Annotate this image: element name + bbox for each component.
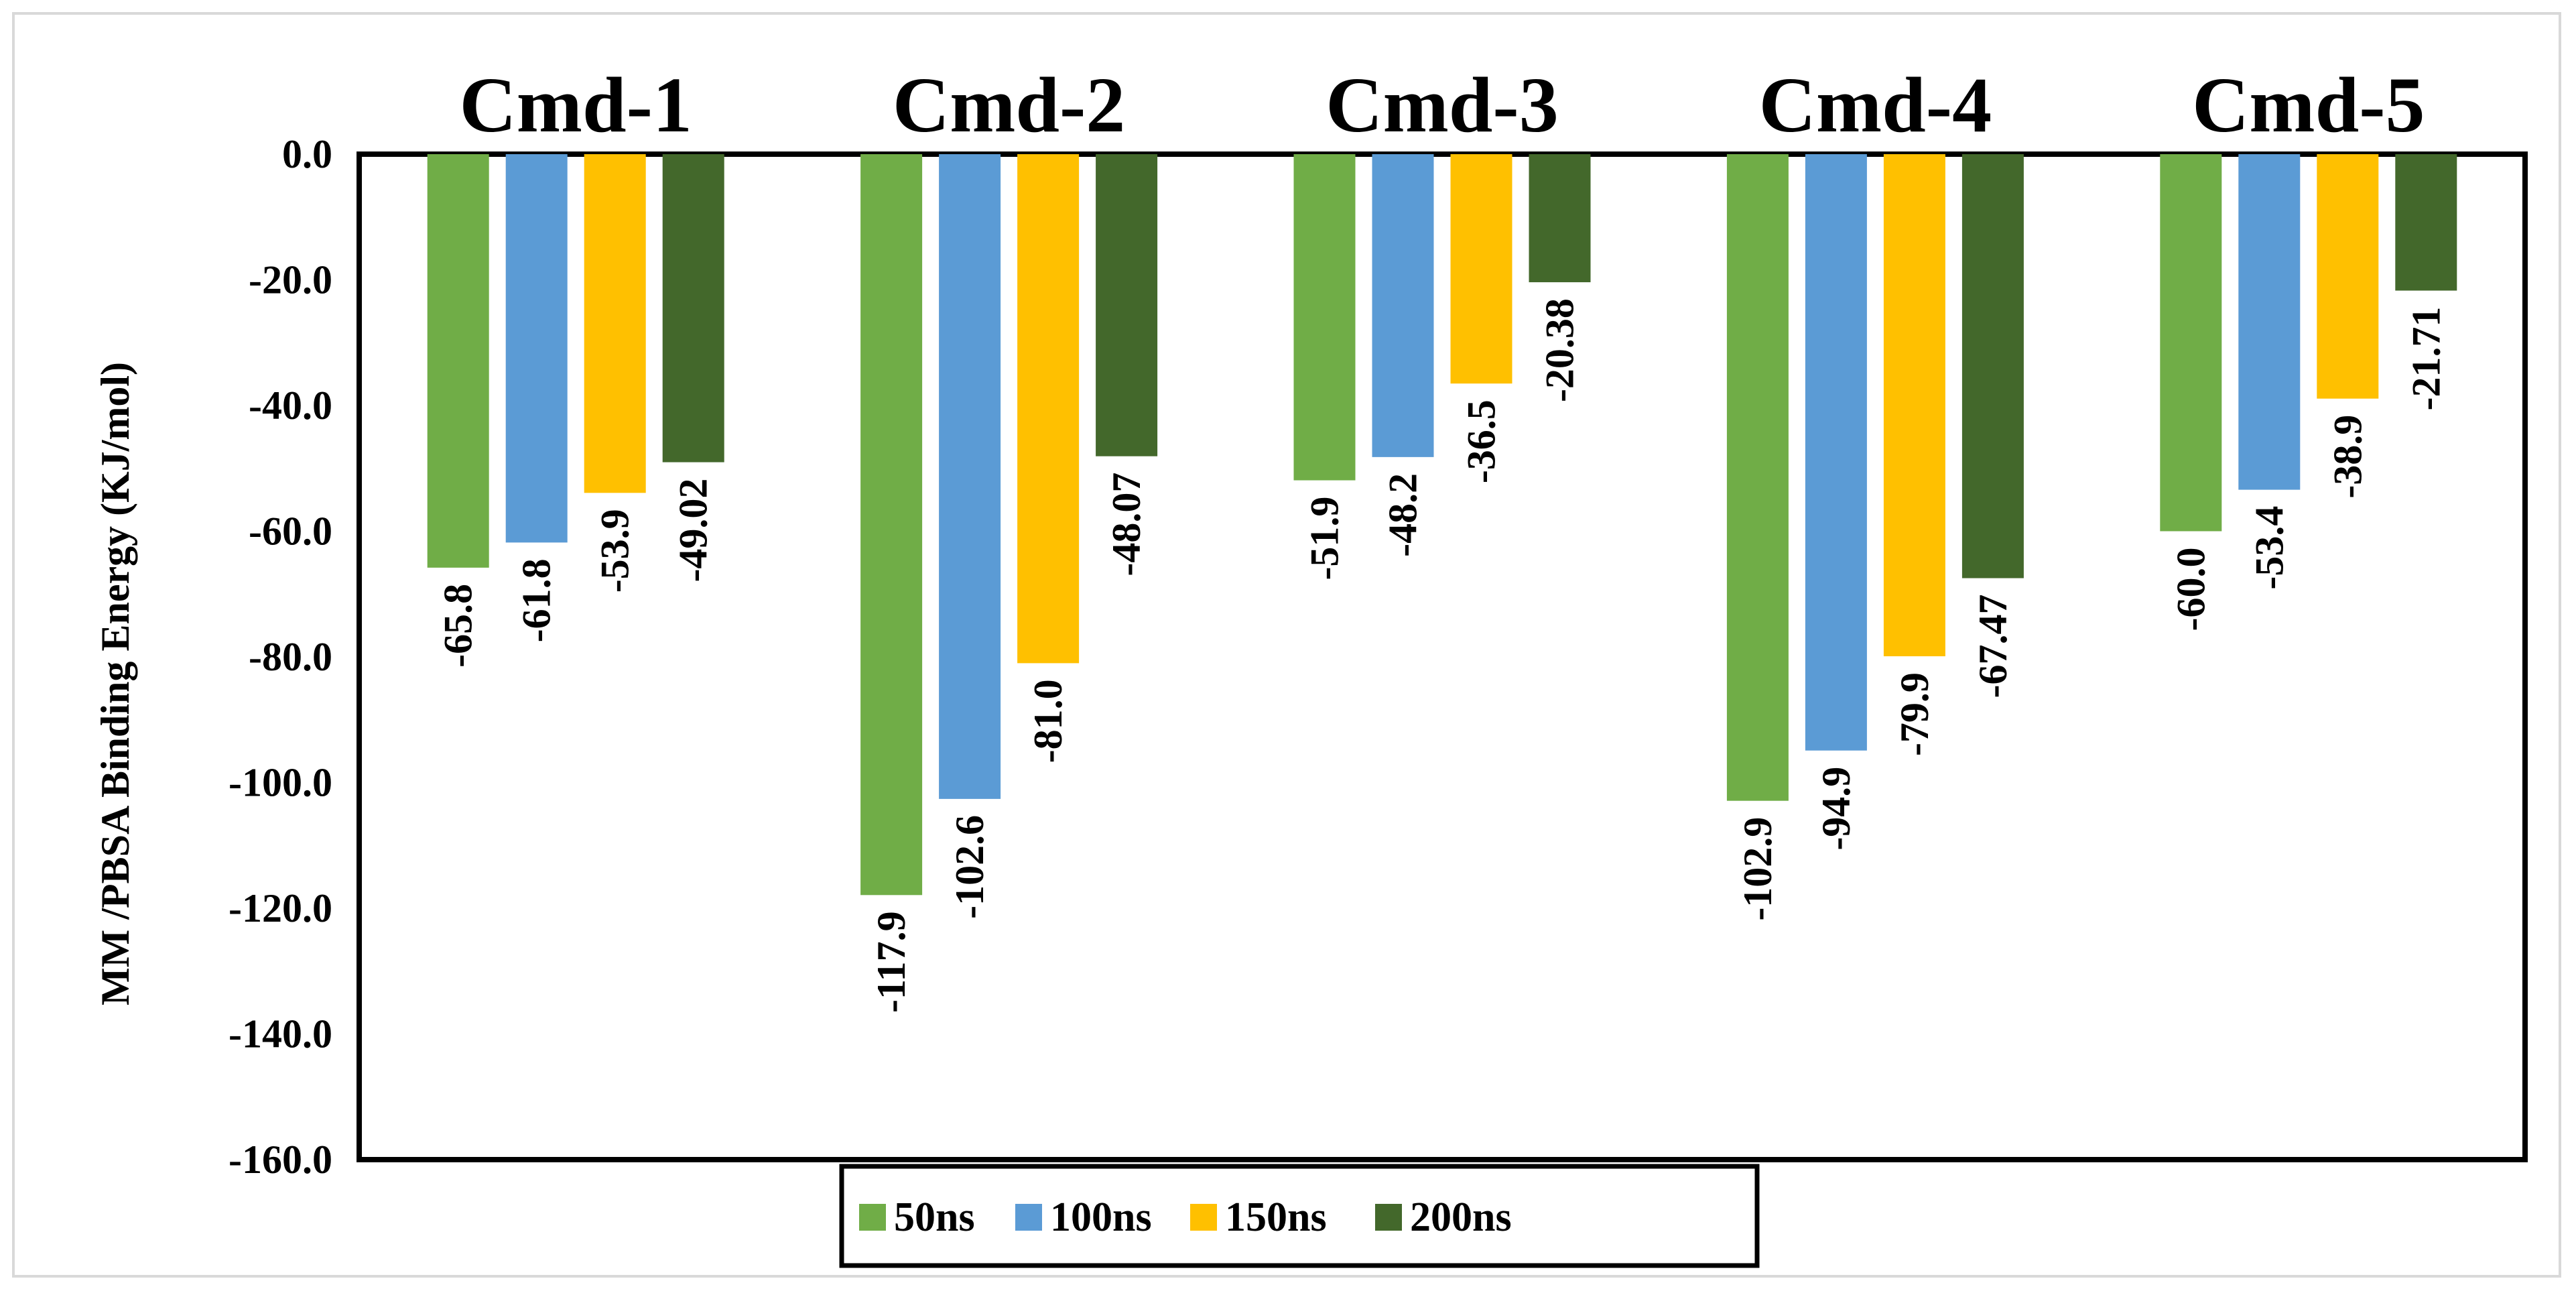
data-label: -102.6 <box>948 815 992 919</box>
bar-200ns-Cmd-5 <box>2395 154 2457 291</box>
legend: 50ns 100ns 150ns 200ns <box>839 1164 1760 1268</box>
y-tick-label: -160.0 <box>229 1138 332 1182</box>
legend-label: 50ns <box>894 1194 975 1240</box>
bar-50ns-Cmd-4 <box>1726 154 1789 801</box>
data-label: -117.9 <box>869 911 913 1013</box>
bar-150ns-Cmd-3 <box>1450 154 1512 384</box>
bar-50ns-Cmd-5 <box>2160 154 2222 532</box>
bar-100ns-Cmd-3 <box>1372 154 1434 457</box>
category-label: Cmd-1 <box>459 61 692 149</box>
legend-label: 100ns <box>1050 1194 1152 1240</box>
y-tick-label: -80.0 <box>249 635 332 679</box>
y-tick-label: -60.0 <box>249 509 332 554</box>
data-label: -67.47 <box>1971 595 2015 698</box>
legend-label: 150ns <box>1225 1194 1327 1240</box>
data-labels-layer: Cmd-1 -65.8 -61.8 -53.9 -49.02 Cmd-2 -117.9 -10… <box>436 61 2449 1013</box>
legend-swatch-50ns <box>859 1204 886 1231</box>
bar-200ns-Cmd-1 <box>662 154 724 463</box>
data-label: -51.9 <box>1303 497 1347 580</box>
y-axis-title: MM /PBSA Binding Energy (KJ/mol) <box>93 362 137 1005</box>
bars-layer <box>427 154 2457 896</box>
data-label: -79.9 <box>1892 672 1937 756</box>
data-label: -94.9 <box>1814 767 1858 851</box>
bar-200ns-Cmd-2 <box>1096 154 1158 456</box>
legend-box <box>839 1164 1760 1268</box>
legend-swatch-100ns <box>1015 1204 1042 1231</box>
bar-150ns-Cmd-5 <box>2317 154 2379 399</box>
bar-150ns-Cmd-1 <box>584 154 646 493</box>
data-label: -49.02 <box>671 479 716 582</box>
y-tick-label: -100.0 <box>229 761 332 805</box>
data-label: -48.07 <box>1104 473 1149 576</box>
y-tick-label: -20.0 <box>249 258 332 302</box>
bar-100ns-Cmd-1 <box>505 154 568 543</box>
data-label: -21.71 <box>2404 307 2448 411</box>
y-tick-label: 0.0 <box>282 132 332 176</box>
y-tick-label: -120.0 <box>229 886 332 930</box>
data-label: -60.0 <box>2169 548 2213 631</box>
category-label: Cmd-2 <box>893 61 1125 149</box>
legend-label: 200ns <box>1410 1194 1512 1240</box>
bar-100ns-Cmd-5 <box>2238 154 2301 490</box>
bar-200ns-Cmd-4 <box>1961 154 2024 578</box>
legend-swatch-150ns <box>1190 1204 1217 1231</box>
bar-50ns-Cmd-2 <box>860 154 923 896</box>
data-label: -53.9 <box>593 509 637 593</box>
legend-swatch-200ns <box>1375 1204 1402 1231</box>
bar-200ns-Cmd-3 <box>1529 154 1591 283</box>
data-label: -102.9 <box>1736 817 1780 921</box>
y-axis-layer: 0.0 -20.0 -40.0 -60.0 -80.0 -100.0 -120.0 -140.… <box>93 132 332 1182</box>
data-label: -81.0 <box>1026 679 1070 763</box>
data-label: -38.9 <box>2325 415 2370 499</box>
bar-100ns-Cmd-2 <box>939 154 1001 799</box>
bar-100ns-Cmd-4 <box>1805 154 1867 751</box>
data-label: -20.38 <box>1538 298 1582 402</box>
bar-150ns-Cmd-4 <box>1883 154 1945 657</box>
data-label: -36.5 <box>1460 399 1504 483</box>
category-label: Cmd-4 <box>1759 61 1992 149</box>
y-tick-label: -140.0 <box>229 1012 332 1056</box>
data-label: -65.8 <box>436 584 480 668</box>
data-label: -61.8 <box>515 558 559 642</box>
y-tick-label: -40.0 <box>249 383 332 428</box>
data-label: -48.2 <box>1381 473 1425 557</box>
data-label: -53.4 <box>2247 506 2291 590</box>
category-label: Cmd-5 <box>2192 61 2425 149</box>
bar-50ns-Cmd-1 <box>427 154 489 568</box>
bar-150ns-Cmd-2 <box>1017 154 1080 664</box>
bar-50ns-Cmd-3 <box>1293 154 1356 481</box>
category-label: Cmd-3 <box>1326 61 1558 149</box>
